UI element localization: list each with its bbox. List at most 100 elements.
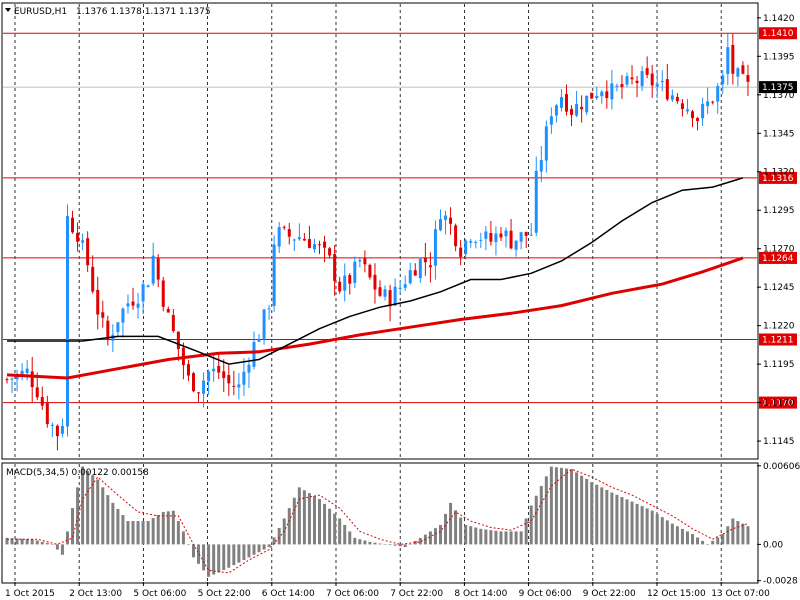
macd-bar — [570, 469, 574, 545]
bull-candle — [469, 241, 473, 243]
bear-candle — [605, 91, 609, 99]
bull-candle — [60, 425, 64, 434]
bull-candle — [343, 275, 347, 291]
bear-candle — [590, 92, 594, 99]
macd-bar — [716, 537, 720, 545]
macd-bar — [166, 511, 170, 545]
bull-candle — [151, 255, 155, 284]
bull-candle — [444, 215, 448, 220]
macd-bar — [267, 544, 271, 547]
bull-candle — [358, 259, 362, 262]
bull-candle — [595, 96, 599, 99]
macd-bar — [600, 487, 604, 545]
macd-bar — [529, 505, 533, 545]
fast-ma-line — [7, 177, 744, 365]
macd-bar — [111, 502, 115, 545]
bear-candle — [565, 94, 568, 112]
bear-candle — [35, 387, 39, 398]
bull-candle — [247, 364, 251, 373]
y-tick-label: 1.1345 — [763, 129, 795, 139]
macd-bar — [454, 510, 458, 545]
macd-bar — [731, 518, 735, 545]
bull-candle — [549, 116, 553, 125]
bear-candle — [96, 289, 100, 315]
macd-bar — [297, 487, 301, 545]
macd-bar — [86, 470, 90, 545]
bear-candle — [227, 375, 231, 384]
macd-bar — [610, 492, 614, 545]
macd-bar — [575, 472, 579, 545]
bear-candle — [338, 281, 342, 292]
bull-candle — [398, 287, 402, 289]
bull-candle — [50, 424, 54, 426]
bull-candle — [706, 101, 710, 107]
macd-bar — [192, 544, 195, 558]
bear-candle — [197, 392, 201, 394]
macd-bar — [479, 528, 483, 545]
x-tick-label: 12 Oct 15:00 — [647, 589, 706, 599]
x-tick-label: 5 Oct 22:00 — [198, 589, 251, 599]
macd-bar — [559, 467, 563, 545]
macd-bar — [217, 544, 221, 573]
macd-bar — [237, 544, 241, 563]
bear-candle — [55, 425, 59, 437]
current-price-tag — [759, 81, 797, 94]
macd-bar — [403, 544, 407, 547]
x-tick-label: 9 Oct 06:00 — [519, 589, 572, 599]
x-tick-label: 7 Oct 22:00 — [390, 589, 443, 599]
y-tick-label: 1.1295 — [763, 206, 795, 216]
macd-bar — [126, 521, 130, 545]
level-tag — [759, 251, 797, 264]
bull-candle — [575, 103, 579, 116]
macd-bar — [318, 499, 322, 545]
bear-candle — [217, 365, 221, 373]
bull-candle — [494, 233, 498, 243]
bull-candle — [403, 284, 407, 288]
bull-candle — [383, 289, 387, 297]
bull-candle — [701, 103, 705, 119]
macd-bar — [272, 537, 276, 545]
macd-bar — [721, 534, 725, 545]
macd-bar — [580, 475, 584, 545]
macd-bar — [418, 537, 422, 545]
bear-candle — [388, 290, 392, 307]
macd-bar — [665, 520, 669, 545]
bear-candle — [171, 315, 175, 332]
bull-candle — [297, 237, 301, 240]
macd-bar — [494, 530, 498, 545]
macd-bar — [655, 513, 659, 545]
macd-bar — [363, 540, 367, 545]
macd-bar — [650, 510, 654, 545]
bear-candle — [166, 309, 170, 313]
bear-candle — [524, 231, 528, 236]
level-tag-label: 1.1211 — [762, 335, 794, 345]
macd-bar — [635, 503, 639, 545]
bull-candle — [81, 240, 85, 243]
bear-candle — [696, 118, 700, 122]
macd-bar — [312, 496, 316, 545]
macd-bar — [489, 530, 493, 545]
bear-candle — [630, 77, 634, 80]
macd-bar — [20, 538, 24, 545]
bear-candle — [368, 264, 372, 278]
macd-bar — [257, 544, 261, 553]
dropdown-triangle-icon[interactable] — [5, 8, 11, 12]
bull-candle — [716, 86, 720, 102]
bull-candle — [65, 216, 69, 427]
macd-y-tick-label: -0.0028 — [763, 577, 798, 587]
bear-candle — [30, 371, 34, 388]
macd-bar — [438, 524, 442, 545]
bull-candle — [393, 286, 397, 306]
x-tick-label: 2 Oct 13:00 — [69, 589, 122, 599]
macd-bar — [711, 540, 715, 545]
bull-candle — [146, 285, 150, 288]
y-tick-label: 1.1395 — [763, 52, 795, 62]
macd-bar — [146, 521, 150, 545]
bull-candle — [212, 368, 216, 372]
macd-bar — [262, 544, 266, 550]
macd-bar — [449, 502, 453, 545]
macd-bar — [65, 531, 69, 545]
bull-candle — [272, 244, 276, 306]
bear-candle — [307, 239, 311, 248]
